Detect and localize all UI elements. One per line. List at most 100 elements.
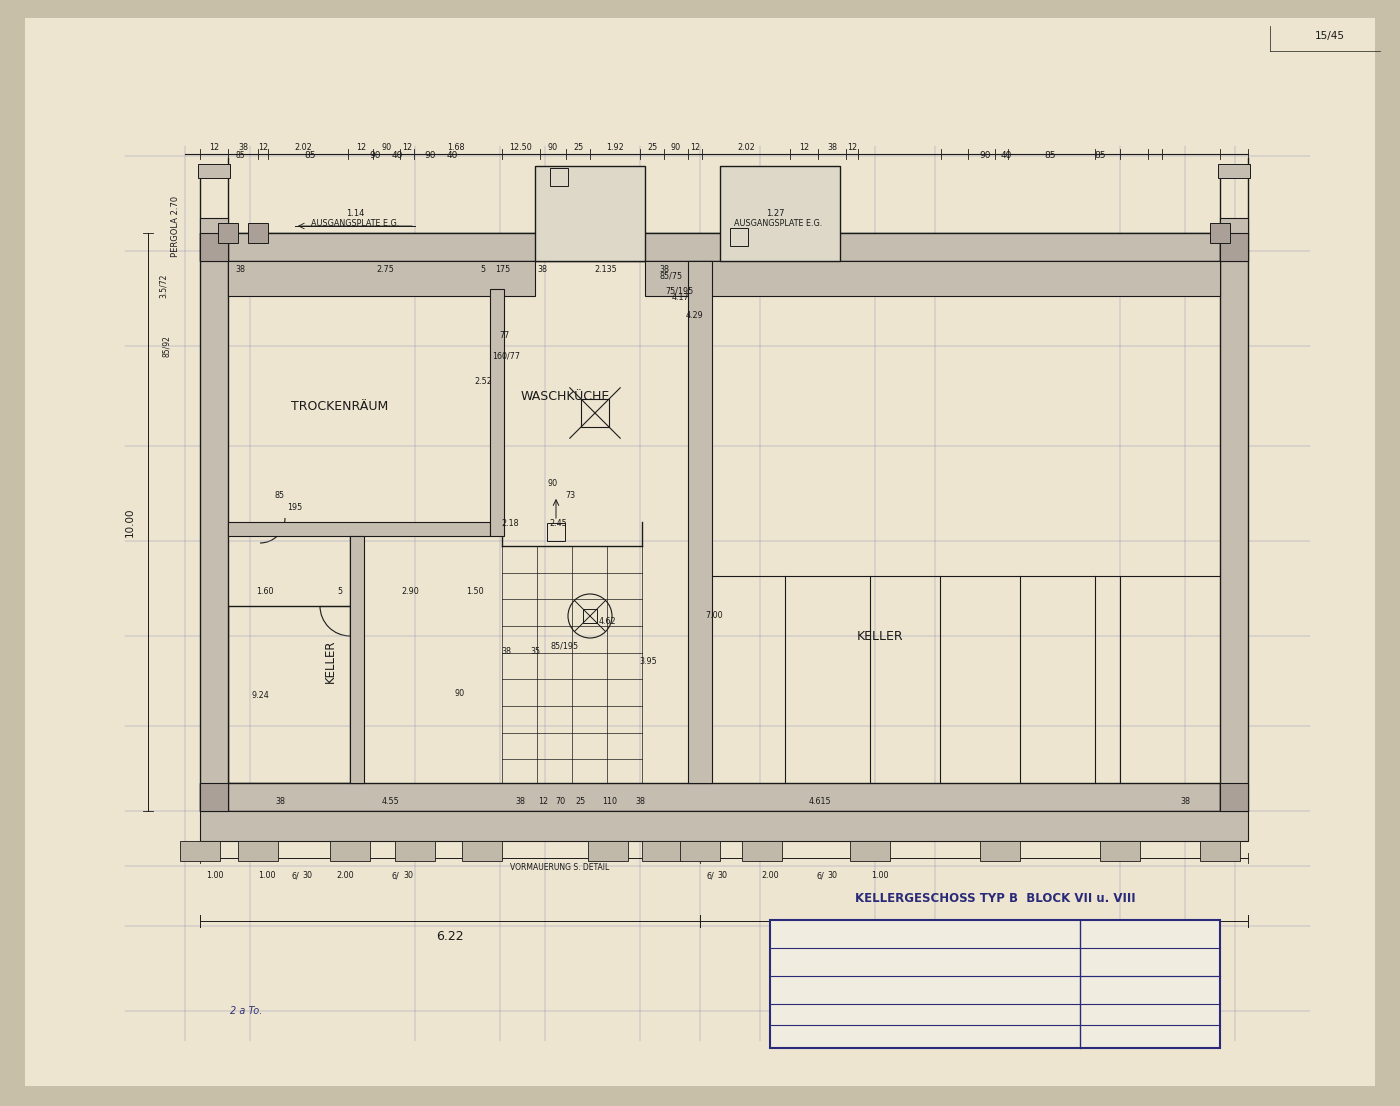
Bar xyxy=(1219,233,1247,261)
Text: 38: 38 xyxy=(238,144,248,153)
Text: 1.92: 1.92 xyxy=(606,144,624,153)
Bar xyxy=(200,783,228,811)
Text: 90: 90 xyxy=(370,152,381,160)
Text: 2.18: 2.18 xyxy=(501,520,519,529)
Text: abgeliefert: abgeliefert xyxy=(778,983,820,992)
Bar xyxy=(687,261,713,783)
Bar xyxy=(330,841,370,860)
Text: 25: 25 xyxy=(573,144,584,153)
Text: 6.22: 6.22 xyxy=(437,929,463,942)
Bar xyxy=(770,920,1219,1048)
Text: 30: 30 xyxy=(403,872,413,880)
Text: 12: 12 xyxy=(402,144,412,153)
Text: 90: 90 xyxy=(547,144,559,153)
Bar xyxy=(850,841,890,860)
Text: 2.02: 2.02 xyxy=(294,144,312,153)
Text: 2 a To.: 2 a To. xyxy=(230,1006,262,1016)
Bar xyxy=(200,233,228,261)
Text: 5: 5 xyxy=(337,586,343,595)
Text: KELLERGESCHOSS TYP B  BLOCK VII u. VIII: KELLERGESCHOSS TYP B BLOCK VII u. VIII xyxy=(854,891,1135,905)
Text: AUSGANGSPLATE E.G.: AUSGANGSPLATE E.G. xyxy=(311,219,399,229)
Text: 4.29: 4.29 xyxy=(685,312,703,321)
Text: PERGOLA 2.70: PERGOLA 2.70 xyxy=(171,196,179,257)
Text: 40: 40 xyxy=(1001,152,1012,160)
Text: 40: 40 xyxy=(392,152,403,160)
Text: VORMAUERUNG S. DETAIL: VORMAUERUNG S. DETAIL xyxy=(511,864,609,873)
Bar xyxy=(200,783,1219,811)
Text: KELLER: KELLER xyxy=(323,639,336,682)
Bar xyxy=(645,261,1219,296)
Text: 30: 30 xyxy=(717,872,727,880)
Text: 30: 30 xyxy=(302,872,312,880)
Text: AUSGANGSPLATE E.G.: AUSGANGSPLATE E.G. xyxy=(734,219,822,229)
Bar xyxy=(228,522,490,536)
Text: 38: 38 xyxy=(501,647,511,656)
Bar xyxy=(218,223,238,243)
Text: 6/: 6/ xyxy=(816,872,823,880)
Text: 195: 195 xyxy=(287,503,302,512)
Text: 10.00: 10.00 xyxy=(125,508,134,536)
Bar xyxy=(1100,841,1140,860)
Bar xyxy=(197,164,230,178)
Text: 2.52: 2.52 xyxy=(475,376,491,386)
Text: 5: 5 xyxy=(480,265,486,274)
Text: 1.27: 1.27 xyxy=(766,209,784,219)
Text: 25: 25 xyxy=(575,796,585,805)
Bar xyxy=(228,261,535,296)
Text: 175: 175 xyxy=(496,265,511,274)
Text: 2.02: 2.02 xyxy=(738,144,755,153)
Text: ARCH. MART. STAM, FRANKFURT AM MAIN: ARCH. MART. STAM, FRANKFURT AM MAIN xyxy=(802,1030,1049,1041)
Text: 38: 38 xyxy=(659,265,669,274)
Text: fertiggestellt: fertiggestellt xyxy=(778,957,827,966)
Text: 38: 38 xyxy=(515,796,525,805)
Text: 70: 70 xyxy=(554,796,566,805)
Text: 85: 85 xyxy=(235,152,245,160)
Text: 1.50: 1.50 xyxy=(466,586,484,595)
Bar xyxy=(490,289,504,536)
Text: 2.45: 2.45 xyxy=(549,520,567,529)
Text: 12: 12 xyxy=(690,144,700,153)
Bar xyxy=(395,841,435,860)
Text: 7.00: 7.00 xyxy=(706,612,722,620)
Bar xyxy=(200,811,1247,841)
Text: 12: 12 xyxy=(209,144,218,153)
Bar xyxy=(181,841,220,860)
Text: 90: 90 xyxy=(424,152,435,160)
Text: 12: 12 xyxy=(538,796,547,805)
Text: 85: 85 xyxy=(274,491,286,501)
Text: 25: 25 xyxy=(647,144,657,153)
Text: 85/92: 85/92 xyxy=(161,335,171,357)
Bar xyxy=(680,841,720,860)
Text: 1.14: 1.14 xyxy=(346,209,364,219)
Bar xyxy=(535,166,645,261)
Text: 3.95: 3.95 xyxy=(640,657,657,666)
Bar xyxy=(742,841,783,860)
Bar xyxy=(720,166,840,261)
Text: den: den xyxy=(778,993,792,1002)
Text: den: den xyxy=(778,967,792,975)
Text: 160/77: 160/77 xyxy=(491,352,519,361)
Text: 3.5/72: 3.5/72 xyxy=(158,274,168,299)
Bar xyxy=(462,841,503,860)
Text: WASCHKÜCHE: WASCHKÜCHE xyxy=(521,389,609,403)
Text: 2.00: 2.00 xyxy=(336,872,354,880)
Bar xyxy=(1210,223,1231,243)
Text: 38: 38 xyxy=(1180,796,1190,805)
Text: 9.24: 9.24 xyxy=(251,691,269,700)
Text: 90: 90 xyxy=(979,152,991,160)
Text: 2.00: 2.00 xyxy=(762,872,778,880)
Text: 85: 85 xyxy=(1044,152,1056,160)
Bar xyxy=(1219,233,1247,811)
Text: 38: 38 xyxy=(235,265,245,274)
Text: 4.55: 4.55 xyxy=(381,796,399,805)
Text: 85/195: 85/195 xyxy=(552,641,580,650)
Bar xyxy=(1219,783,1247,811)
Text: 110: 110 xyxy=(602,796,617,805)
Text: 30: 30 xyxy=(827,872,837,880)
Text: 38: 38 xyxy=(827,144,837,153)
Bar xyxy=(200,233,1219,261)
Bar xyxy=(547,523,566,541)
Text: 6/: 6/ xyxy=(706,872,714,880)
Text: 6/: 6/ xyxy=(391,872,399,880)
Bar xyxy=(248,223,267,243)
